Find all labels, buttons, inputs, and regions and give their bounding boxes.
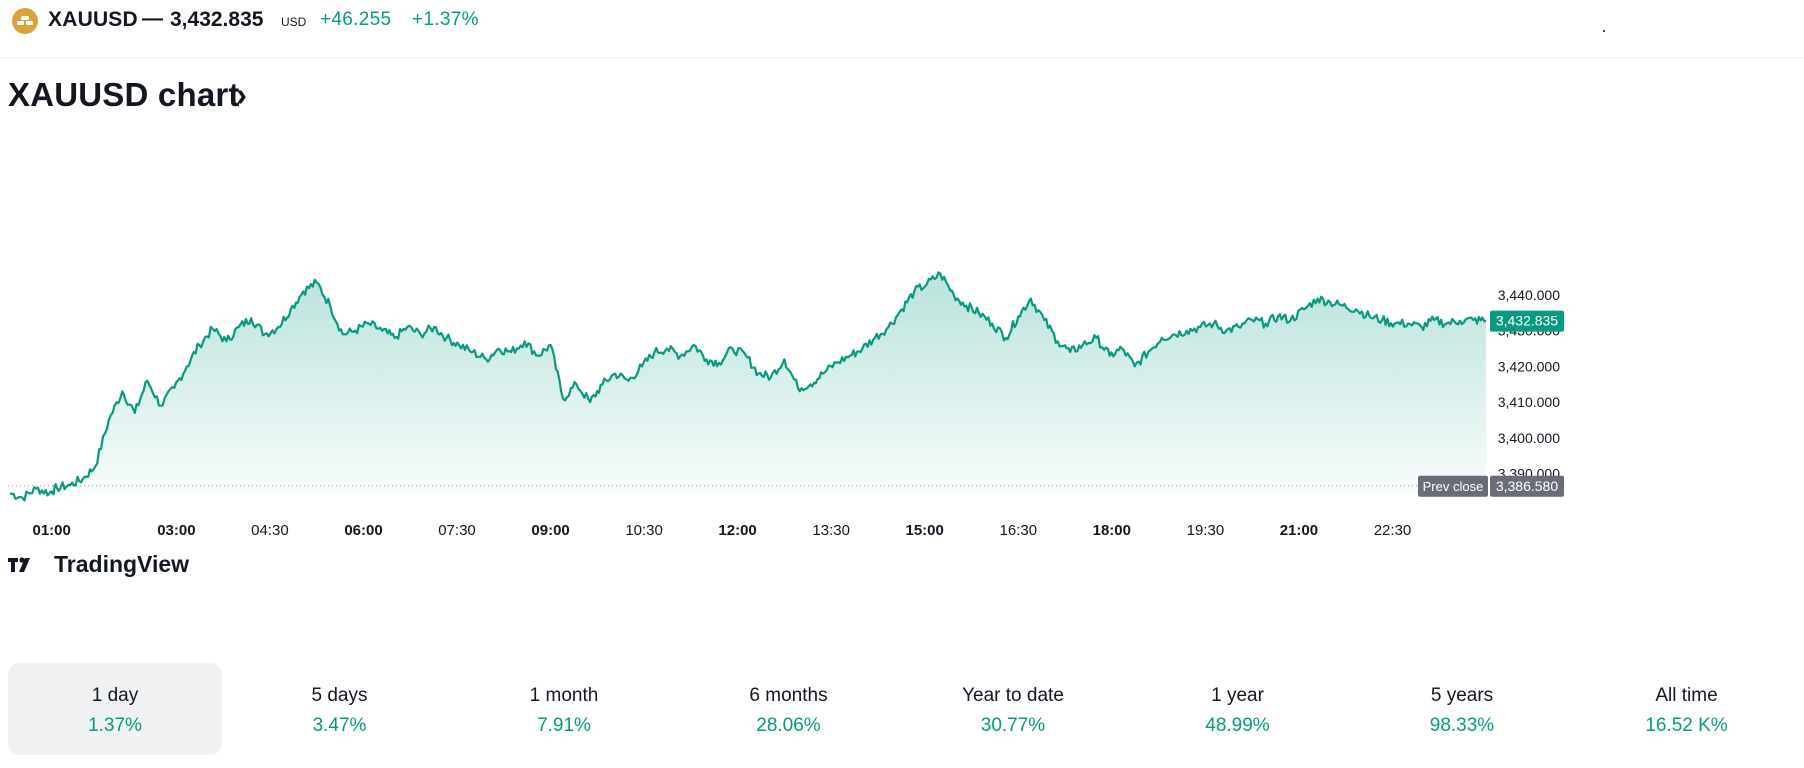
x-tick-label: 06:00: [344, 522, 382, 539]
period-tab-change: 3.47%: [312, 715, 367, 736]
y-tick-label: 3,400.000: [1498, 430, 1560, 446]
price-chart[interactable]: 3,440.0003,430.0003,420.0003,410.0003,40…: [0, 220, 1804, 640]
currency-label: USD: [281, 15, 307, 29]
period-tab[interactable]: 5 years 98.33%: [1355, 663, 1569, 755]
period-tab-label: 5 years: [1430, 685, 1494, 706]
x-tick-label: 12:00: [718, 522, 756, 539]
period-tab-change: 28.06%: [756, 715, 821, 736]
prev-close-tag: [1418, 475, 1488, 497]
x-tick-label: 01:00: [33, 522, 71, 539]
x-tick-label: 03:00: [157, 522, 195, 539]
prev-close-tag-label: Prev close: [1423, 479, 1484, 494]
period-tab-change: 7.91%: [537, 715, 591, 736]
last-price-tag: [1490, 310, 1564, 332]
price-change-percent: +1.37%: [412, 9, 479, 30]
separator: —: [142, 7, 163, 30]
chevron-right-icon[interactable]: ›: [236, 76, 247, 113]
x-tick-label: 15:00: [906, 522, 944, 539]
price-change: +46.255: [320, 9, 392, 30]
price-area-fill: [10, 272, 1487, 501]
dot-marker: [1603, 30, 1605, 32]
period-tab[interactable]: 1 day 1.37%: [8, 663, 222, 755]
x-tick-label: 18:00: [1093, 522, 1131, 539]
x-tick-label: 22:30: [1374, 522, 1412, 539]
y-tick-label: 3,440.000: [1498, 287, 1560, 303]
price-series-line: [9, 271, 1487, 502]
period-tab-label: 6 months: [749, 685, 828, 706]
period-tab-label: 1 day: [91, 685, 139, 706]
x-tick-label: 07:30: [438, 522, 476, 539]
y-tick-label: 3,410.000: [1498, 394, 1560, 410]
period-tab[interactable]: Year to date 30.77%: [906, 663, 1120, 755]
x-tick-label: 10:30: [625, 522, 663, 539]
prev-close-value-label: 3,386.580: [1496, 478, 1558, 494]
x-tick-label: 16:30: [1000, 522, 1038, 539]
gold-bars-icon: [12, 8, 38, 34]
tradingview-wordmark: TradingView: [54, 551, 189, 577]
period-tab[interactable]: 6 months 28.06%: [682, 663, 896, 755]
period-tab-label: All time: [1655, 685, 1718, 706]
tradingview-logo-icon: [8, 557, 30, 572]
period-tab-label: 1 year: [1211, 685, 1264, 706]
symbol-name[interactable]: XAUUSD: [48, 8, 138, 31]
period-tabs: 1 day 1.37% 5 days 3.47% 1 month 7.91% 6 month…: [8, 663, 1800, 755]
period-tab-label: 5 days: [311, 685, 368, 706]
x-tick-label: 09:00: [531, 522, 569, 539]
period-tab-label: 1 month: [529, 685, 599, 706]
period-tab[interactable]: 1 year 48.99%: [1131, 663, 1345, 755]
period-tab-change: 1.37%: [88, 715, 142, 736]
symbol-header: XAUUSD — 3,432.835 USD +46.255 +1.37%: [0, 0, 1804, 58]
chart-title-link[interactable]: XAUUSD chart: [8, 76, 240, 114]
x-tick-label: 19:30: [1187, 522, 1225, 539]
period-tab-change: 98.33%: [1429, 715, 1495, 736]
period-tab-change: 16.52 K%: [1645, 715, 1728, 736]
last-price-tag-label: 3,432.835: [1496, 313, 1558, 329]
prev-close-value-tag: [1490, 475, 1564, 497]
tradingview-watermark: TradingView: [8, 551, 189, 577]
period-tab[interactable]: All time 16.52 K%: [1580, 663, 1794, 755]
x-tick-label: 21:00: [1280, 522, 1318, 539]
period-tab[interactable]: 1 month 7.91%: [457, 663, 671, 755]
x-tick-label: 13:30: [812, 522, 850, 539]
last-price: 3,432.835: [170, 8, 264, 31]
chart-title-text: XAUUSD chart: [8, 76, 240, 113]
y-tick-label: 3,420.000: [1498, 358, 1560, 374]
period-tab-change: 48.99%: [1205, 715, 1270, 736]
period-tab-label: Year to date: [962, 685, 1064, 706]
period-tab[interactable]: 5 days 3.47%: [233, 663, 447, 755]
x-tick-label: 04:30: [251, 522, 289, 539]
period-tab-change: 30.77%: [980, 715, 1046, 736]
